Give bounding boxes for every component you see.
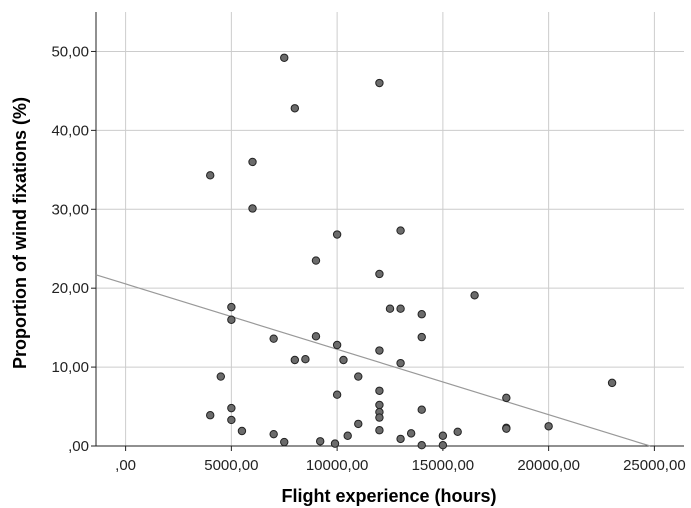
data-point xyxy=(354,419,363,429)
data-point xyxy=(417,405,426,414)
data-point xyxy=(269,334,278,343)
y-tick-label: 50,00 xyxy=(51,43,89,60)
data-point xyxy=(375,269,384,279)
data-point xyxy=(330,439,340,448)
data-point xyxy=(502,424,511,433)
data-point xyxy=(227,403,236,413)
y-axis-title: Proportion of wind fixations (%) xyxy=(10,97,30,369)
data-point xyxy=(248,204,257,213)
data-point xyxy=(396,358,405,368)
data-point xyxy=(453,427,462,436)
y-tick-label: 10,00 xyxy=(51,359,89,376)
data-point xyxy=(311,256,321,265)
data-point xyxy=(227,302,236,312)
data-point xyxy=(280,437,289,447)
data-point xyxy=(290,355,300,365)
data-point xyxy=(316,437,325,446)
axes xyxy=(91,12,684,451)
fit-line-group xyxy=(95,274,651,447)
y-tick-label: 30,00 xyxy=(51,201,89,218)
x-tick-label: 25000,00 xyxy=(623,457,686,474)
data-point xyxy=(406,429,416,438)
x-tick-label: 15000,00 xyxy=(412,457,475,474)
data-point xyxy=(417,310,426,319)
data-point xyxy=(301,355,310,364)
y-tick-label: 40,00 xyxy=(51,122,89,139)
data-point xyxy=(248,157,257,167)
data-point xyxy=(375,386,384,395)
data-point xyxy=(332,340,342,350)
x-axis-title: Flight experience (hours) xyxy=(281,486,496,506)
data-point xyxy=(396,434,405,444)
data-point xyxy=(206,171,215,180)
data-point xyxy=(237,426,247,436)
gridlines xyxy=(96,12,684,446)
data-point xyxy=(375,78,384,88)
data-point xyxy=(396,304,405,313)
data-point xyxy=(227,415,236,425)
data-point xyxy=(332,230,342,239)
data-point xyxy=(470,291,479,300)
data-point xyxy=(216,372,225,381)
x-tick-label: 10000,00 xyxy=(306,457,369,474)
data-point xyxy=(438,431,448,440)
data-point xyxy=(375,346,384,355)
x-tick-label: ,00 xyxy=(115,457,136,474)
y-tick-label: 20,00 xyxy=(51,280,89,297)
data-point xyxy=(290,104,300,113)
regression-line xyxy=(95,274,651,447)
data-point xyxy=(206,411,215,420)
data-point xyxy=(375,400,384,410)
data-point xyxy=(375,426,384,435)
data-point xyxy=(396,226,405,235)
x-tick-label: 20000,00 xyxy=(517,457,580,474)
data-point xyxy=(417,332,426,342)
data-point xyxy=(354,372,363,381)
data-point xyxy=(438,441,448,450)
y-tick-label: ,00 xyxy=(68,438,89,455)
data-point xyxy=(311,332,321,341)
data-point xyxy=(269,429,278,439)
tick-labels: ,00 5000,00 10000,00 15000,00 20000,00 25000,… xyxy=(51,43,685,474)
data-point xyxy=(332,390,342,399)
x-tick-label: 5000,00 xyxy=(204,457,258,474)
data-point xyxy=(607,378,617,388)
data-point xyxy=(227,315,236,324)
data-point xyxy=(385,304,395,313)
data-point xyxy=(417,441,426,450)
data-point xyxy=(343,431,352,440)
data-point xyxy=(544,422,553,431)
data-point xyxy=(375,413,384,422)
data-point xyxy=(280,53,289,62)
data-point xyxy=(502,393,511,403)
data-point xyxy=(339,355,348,365)
data-points xyxy=(206,53,617,450)
